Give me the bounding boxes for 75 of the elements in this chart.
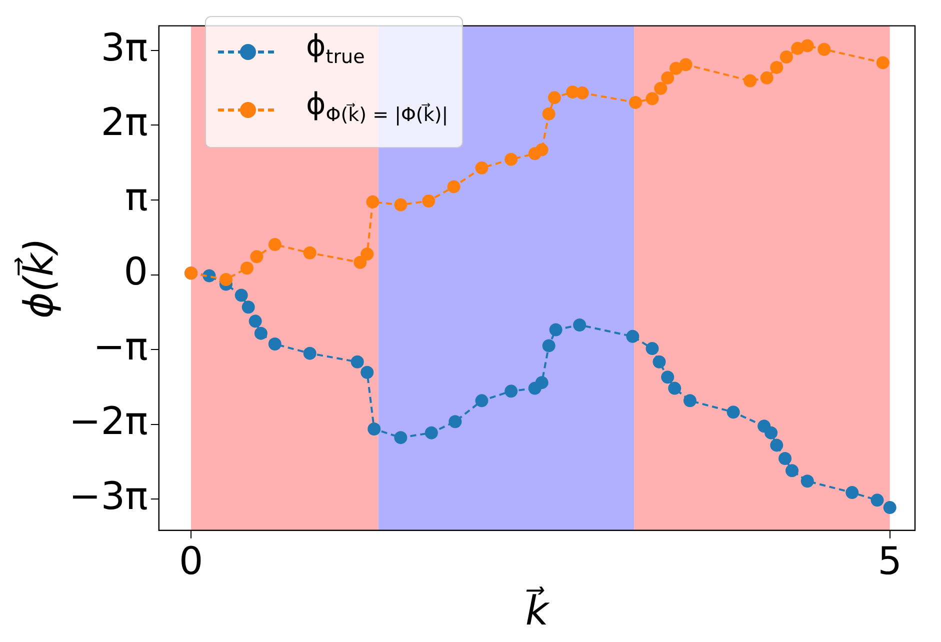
point xyxy=(254,326,268,340)
point xyxy=(800,474,814,488)
point xyxy=(535,143,548,156)
y-tick-label: −π xyxy=(93,324,148,368)
y-tick-label: 3π xyxy=(100,25,148,70)
point xyxy=(448,415,462,428)
point xyxy=(573,318,586,332)
point xyxy=(780,50,793,64)
point xyxy=(883,501,896,514)
point xyxy=(576,86,589,100)
point xyxy=(646,342,659,356)
point xyxy=(661,370,674,384)
point xyxy=(248,314,262,328)
point xyxy=(268,338,282,351)
point xyxy=(350,355,364,368)
point xyxy=(447,180,460,194)
point xyxy=(652,355,666,368)
point xyxy=(549,323,562,336)
point xyxy=(250,250,264,264)
y-tick-label: 0 xyxy=(124,250,148,294)
point xyxy=(354,256,367,269)
point xyxy=(726,406,740,419)
point xyxy=(764,426,778,440)
point xyxy=(786,464,799,478)
point xyxy=(360,366,374,379)
y-axis-title: ϕ(k⃗) xyxy=(14,238,62,318)
point xyxy=(424,426,438,440)
point xyxy=(654,82,668,95)
point xyxy=(760,71,774,84)
point xyxy=(360,248,374,261)
y-tick-label: −3π xyxy=(68,474,148,518)
point xyxy=(846,486,859,500)
point xyxy=(670,62,683,75)
point xyxy=(234,288,248,302)
point xyxy=(770,438,784,452)
point xyxy=(242,300,255,314)
point xyxy=(744,74,757,88)
point xyxy=(475,161,488,174)
legend-label: ϕ$_{Φ(k⃗) = |Φ(k⃗)|}$ xyxy=(306,86,448,128)
point xyxy=(366,195,380,208)
point xyxy=(219,273,232,286)
point xyxy=(668,382,682,395)
point xyxy=(303,246,316,260)
point xyxy=(548,91,561,104)
point xyxy=(535,376,548,390)
point xyxy=(542,107,556,120)
point xyxy=(679,58,692,72)
point xyxy=(394,431,408,444)
point xyxy=(368,422,381,436)
point xyxy=(870,494,884,507)
x-axis-title: k⃗ xyxy=(525,586,550,634)
point xyxy=(303,346,316,360)
point xyxy=(542,339,556,352)
point xyxy=(770,60,784,74)
point xyxy=(800,39,814,52)
point xyxy=(646,92,659,106)
legend-label: ϕ$_{true}$ xyxy=(306,28,365,70)
y-tick-label: −2π xyxy=(68,399,148,444)
point xyxy=(626,330,640,343)
point xyxy=(661,71,674,84)
point xyxy=(394,198,408,212)
point xyxy=(475,394,488,408)
y-tick-label: 2π xyxy=(100,100,148,144)
point xyxy=(876,56,890,70)
point xyxy=(683,394,696,408)
point xyxy=(818,42,831,56)
point xyxy=(778,452,792,466)
x-tick-label: 5 xyxy=(878,539,902,584)
point xyxy=(504,152,518,166)
y-tick-label: π xyxy=(125,174,148,219)
point xyxy=(268,238,282,252)
point xyxy=(504,384,518,398)
point xyxy=(240,262,254,275)
point xyxy=(628,96,642,109)
point xyxy=(422,194,436,208)
